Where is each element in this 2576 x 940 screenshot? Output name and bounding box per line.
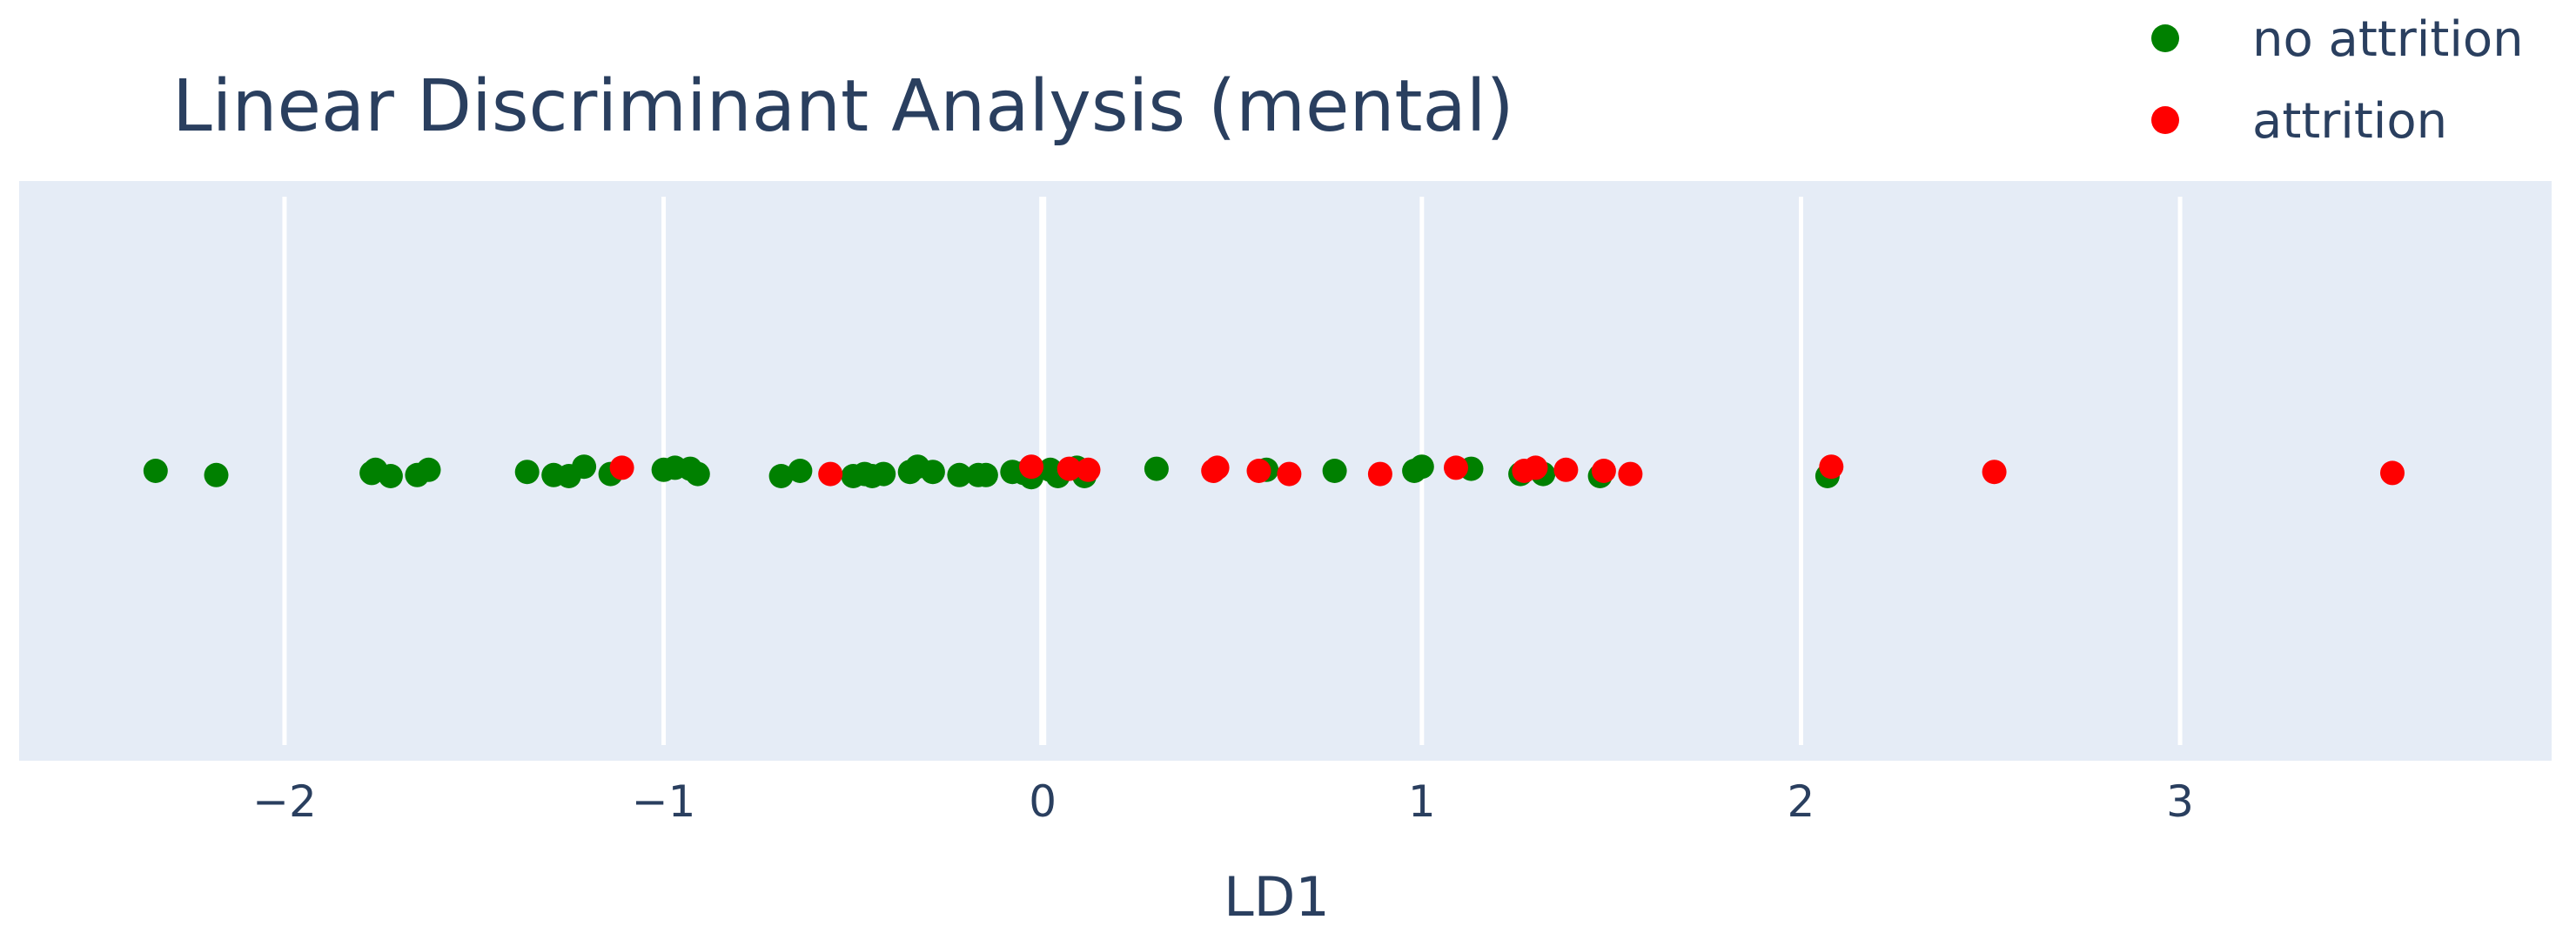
data-point-attrition[interactable]: [1019, 454, 1044, 480]
x-axis-title: LD1: [1224, 865, 1330, 929]
data-points: [143, 454, 2405, 490]
data-point-no-attrition[interactable]: [204, 462, 229, 487]
data-point-attrition[interactable]: [2380, 460, 2405, 486]
legend-item-no-attrition[interactable]: no attrition: [2151, 11, 2524, 68]
x-tick-label: 1: [1408, 776, 1436, 827]
data-point-no-attrition[interactable]: [1409, 454, 1434, 480]
data-point-attrition[interactable]: [1618, 461, 1643, 487]
data-point-attrition[interactable]: [1057, 456, 1082, 481]
data-point-attrition[interactable]: [1553, 457, 1579, 482]
data-point-no-attrition[interactable]: [514, 460, 540, 485]
x-tick-label: −2: [252, 776, 317, 827]
data-point-no-attrition[interactable]: [947, 462, 972, 487]
data-point-attrition[interactable]: [1523, 455, 1548, 480]
data-point-no-attrition[interactable]: [572, 454, 597, 480]
data-point-attrition[interactable]: [1204, 455, 1230, 480]
x-tick-label: −1: [632, 776, 696, 827]
data-point-no-attrition[interactable]: [1144, 456, 1169, 481]
data-point-attrition[interactable]: [1591, 459, 1616, 483]
data-point-attrition[interactable]: [1277, 461, 1302, 487]
data-point-no-attrition[interactable]: [378, 464, 403, 488]
legend-swatch-no-attrition: [2151, 24, 2179, 52]
chart-title: Linear Discriminant Analysis (mental): [172, 65, 1514, 148]
data-point-no-attrition[interactable]: [143, 459, 168, 483]
legend-swatch-attrition: [2151, 106, 2179, 134]
x-tick-label: 2: [1788, 776, 1815, 827]
data-point-attrition[interactable]: [1367, 461, 1392, 487]
legend-label-no-attrition: no attrition: [2252, 11, 2524, 68]
legend[interactable]: no attrition attrition: [2151, 11, 2524, 150]
data-point-no-attrition[interactable]: [788, 459, 813, 483]
data-point-attrition[interactable]: [1982, 460, 2007, 485]
data-point-no-attrition[interactable]: [1322, 459, 1347, 483]
series-no-attrition: [143, 454, 1840, 490]
data-point-no-attrition[interactable]: [920, 460, 945, 485]
data-point-attrition[interactable]: [1444, 455, 1468, 480]
x-axis-ticks: −2 −1 0 1 2 3: [252, 776, 2194, 827]
x-tick-label: 3: [2166, 776, 2194, 827]
data-point-no-attrition[interactable]: [768, 464, 794, 488]
data-point-attrition[interactable]: [1819, 454, 1844, 480]
data-point-attrition[interactable]: [1246, 459, 1271, 483]
series-attrition: [609, 454, 2405, 487]
data-point-no-attrition[interactable]: [416, 457, 441, 482]
data-point-attrition[interactable]: [1076, 457, 1101, 482]
data-point-attrition[interactable]: [818, 461, 843, 487]
legend-item-attrition[interactable]: attrition: [2151, 93, 2447, 150]
data-point-no-attrition[interactable]: [973, 462, 998, 487]
data-point-no-attrition[interactable]: [685, 461, 710, 487]
data-point-no-attrition[interactable]: [871, 461, 896, 487]
legend-label-attrition: attrition: [2252, 93, 2447, 150]
data-point-attrition[interactable]: [609, 455, 634, 480]
x-tick-label: 0: [1029, 776, 1057, 827]
